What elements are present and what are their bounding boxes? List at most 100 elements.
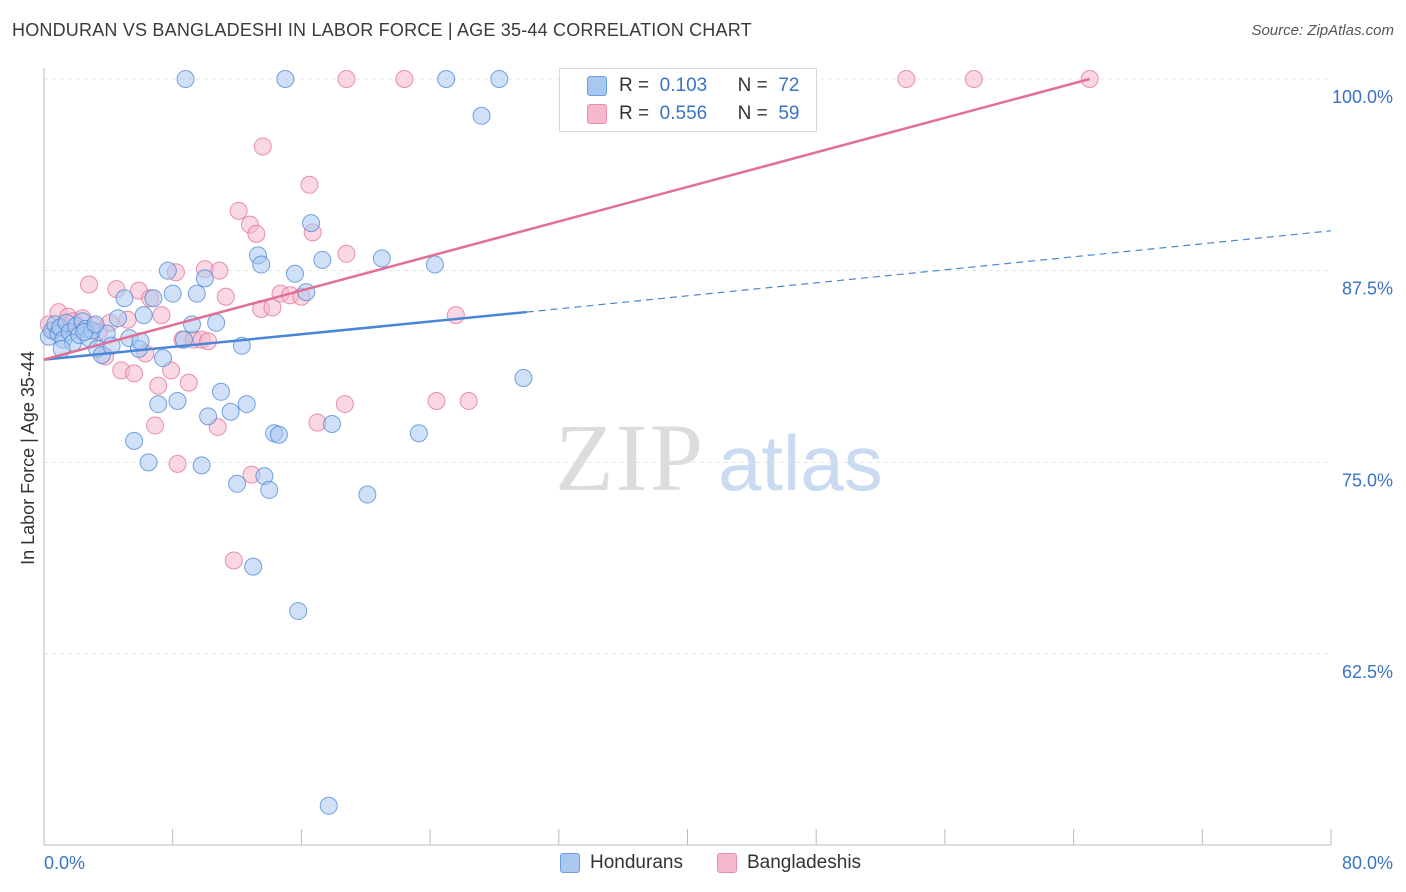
bangladeshi-point-51 (446, 306, 465, 325)
bangladeshi-point-16 (125, 364, 144, 383)
y-tick-label-3: 100.0% (1332, 87, 1393, 107)
honduran-point-67 (490, 70, 509, 88)
honduran-point-52 (289, 602, 308, 621)
honduran-point-31 (168, 392, 187, 410)
honduran-point-48 (260, 480, 279, 499)
bangladeshi-point-49 (395, 70, 414, 88)
y-tick-label-2: 87.5% (1342, 279, 1393, 299)
bangladeshi-point-44 (300, 175, 319, 194)
bangladeshi-point-22 (152, 306, 171, 325)
honduran-point-64 (176, 70, 195, 88)
honduran-point-58 (358, 485, 377, 504)
honduran-point-57 (322, 415, 341, 433)
y-tick-label-0: 62.5% (1342, 662, 1393, 682)
y-tick-labels: 62.5% 75.0% 87.5% 100.0% (1332, 87, 1393, 682)
honduran-point-65 (276, 70, 295, 88)
honduran-point-22 (125, 431, 144, 450)
watermark-atlas: atlas (718, 419, 883, 507)
honduran-point-32 (174, 330, 193, 349)
honduran-point-56 (319, 796, 338, 815)
trend-lines (43, 77, 1332, 361)
correlation-legend: R = 0.103 N = 72 R = 0.556 N = 59 (559, 68, 817, 132)
honduran-point-44 (244, 557, 263, 576)
legend-swatch-hondurans (587, 76, 607, 96)
honduran-point-19 (109, 309, 128, 328)
bangladeshi-trend-line (43, 77, 1091, 361)
bangladeshi-point-8 (80, 275, 99, 294)
honduran-point-34 (187, 284, 206, 303)
series-name-bangladeshis: Bangladeshis (746, 852, 862, 873)
chart-title: HONDURAN VS BANGLADESHI IN LABOR FORCE |… (12, 20, 752, 40)
honduran-point-30 (163, 284, 182, 303)
bangladeshi-point-27 (179, 373, 198, 392)
honduran-point-51 (285, 264, 304, 283)
honduran-trend-line (43, 310, 527, 361)
bangladeshi-point-20 (146, 416, 165, 435)
legend-n-value-hondurans: 72 (778, 75, 800, 96)
bangladeshi-point-47 (335, 395, 354, 414)
honduran-point-61 (425, 255, 444, 274)
honduran-point-36 (195, 269, 214, 288)
honduran-point-60 (409, 424, 428, 443)
bangladeshi-point-33 (210, 261, 229, 280)
honduran-point-40 (221, 402, 240, 421)
honduran-point-62 (472, 106, 491, 125)
bangladeshi-point-48 (337, 244, 356, 263)
y-tick-label-1: 75.0% (1342, 470, 1393, 490)
bangladeshi-point-25 (168, 454, 187, 473)
watermark-zip: ZIP (555, 404, 705, 511)
legend-n-value-bangladeshis: 59 (778, 103, 800, 124)
legend-r-label: R = (619, 103, 650, 124)
bangladeshi-point-34 (216, 287, 235, 306)
honduran-point-50 (269, 425, 288, 444)
bangladeshi-point-21 (149, 376, 168, 395)
legend-r-value-hondurans: 0.103 (659, 75, 708, 96)
bangladeshi-point-39 (247, 224, 266, 243)
honduran-point-55 (313, 250, 332, 269)
honduran-point-39 (211, 382, 230, 401)
data-points (39, 70, 1099, 815)
honduran-point-70 (86, 315, 105, 334)
honduran-point-25 (139, 453, 158, 472)
series-name-hondurans: Hondurans (590, 852, 683, 873)
honduran-point-54 (302, 214, 321, 233)
legend-row-bangladeshis: R = 0.556 N = 59 (587, 102, 799, 126)
honduran-point-37 (199, 407, 218, 426)
bangladeshi-point-55 (897, 70, 916, 88)
x-tick-label-max: 80.0% (1342, 853, 1393, 873)
bangladeshi-point-35 (224, 551, 243, 570)
honduran-point-28 (154, 349, 173, 368)
honduran-point-29 (158, 261, 177, 280)
legend-n-label: N = (737, 75, 768, 96)
series-swatch-hondurans (560, 853, 580, 873)
legend-r-value-bangladeshis: 0.556 (659, 103, 708, 124)
x-tick-label-min: 0.0% (44, 853, 85, 873)
bangladeshi-point-52 (459, 392, 478, 410)
honduran-point-43 (237, 395, 256, 414)
source-label: Source: ZipAtlas.com (1251, 22, 1394, 39)
honduran-point-27 (149, 395, 168, 414)
series-legend-bangladeshis: Bangladeshis (716, 852, 862, 874)
honduran-point-26 (144, 289, 163, 308)
legend-n-label: N = (737, 103, 768, 124)
series-legend-hondurans: Hondurans (560, 852, 683, 874)
honduran-point-53 (297, 283, 316, 302)
honduran-point-35 (192, 456, 211, 475)
honduran-point-59 (372, 249, 391, 268)
honduran-point-66 (437, 70, 456, 88)
y-axis-label: In Labor Force | Age 35-44 (18, 351, 38, 565)
series-swatch-bangladeshis (716, 853, 737, 873)
series-legend: Hondurans Bangladeshis (560, 852, 895, 874)
bangladeshi-point-50 (427, 392, 446, 410)
legend-row-hondurans: R = 0.103 N = 72 (587, 74, 799, 98)
honduran-point-41 (228, 474, 247, 493)
legend-r-label: R = (619, 75, 650, 96)
legend-swatch-bangladeshis (587, 104, 607, 124)
honduran-point-38 (207, 313, 226, 332)
honduran-point-46 (252, 255, 271, 274)
bangladeshi-point-53 (253, 137, 272, 156)
bangladeshi-point-56 (964, 70, 983, 88)
honduran-point-20 (115, 289, 134, 308)
axes (43, 68, 1332, 846)
